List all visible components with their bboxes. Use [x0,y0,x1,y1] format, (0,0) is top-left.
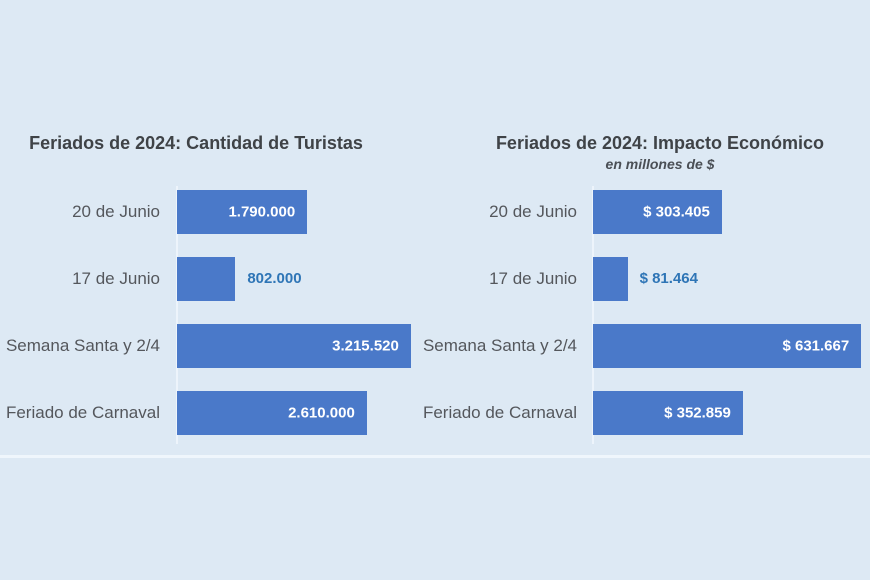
value-label: $ 352.859 [664,404,731,421]
bar-row: Semana Santa y 2/4 $ 631.667 [422,312,869,379]
category-label: Semana Santa y 2/4 [5,335,160,355]
value-label: 802.000 [247,270,302,287]
bar [177,256,236,301]
chart-header: Feriados de 2024: Impacto Económico en m… [450,132,870,173]
bar-row: 17 de Junio $ 81.464 [435,245,869,312]
bar-row: Feriado de Carnaval $ 352.859 [422,379,869,446]
bar-track: $ 631.667 [593,323,869,368]
bar: 3.215.520 [177,323,411,368]
bar: 2.610.000 [177,390,367,435]
category-label: 20 de Junio [72,201,160,221]
value-label: 1.790.000 [228,203,296,220]
bar: 1.790.000 [177,189,308,234]
value-label: $ 631.667 [782,337,850,354]
chart-subtitle: en millones de $ [605,156,715,172]
chart-cantidad-turistas: Feriados de 2024: Cantidad de Turistas 2… [0,132,435,454]
bar-row: Semana Santa y 2/4 3.215.520 [0,312,417,379]
bar-track: $ 81.464 [593,256,869,301]
bar-track: 2.610.000 [177,390,417,435]
bar-track: $ 352.859 [593,390,869,435]
value-label: 2.610.000 [288,404,355,421]
bar [593,256,628,301]
bar-row: 20 de Junio $ 303.405 [435,178,869,245]
divider-line [0,455,870,458]
y-axis-line [176,186,178,444]
bar-row: 20 de Junio 1.790.000 [0,178,417,245]
bar-track: 3.215.520 [177,323,417,368]
value-label: $ 303.405 [643,203,710,220]
bar: $ 352.859 [593,390,743,435]
chart-header: Feriados de 2024: Cantidad de Turistas [0,132,392,154]
bar-track: $ 303.405 [593,189,869,234]
value-label: 3.215.520 [332,337,399,354]
category-label: 17 de Junio [72,268,160,288]
y-axis-line [592,186,594,444]
bar: $ 303.405 [593,189,722,234]
category-label: 17 de Junio [489,268,577,288]
category-label: Feriado de Carnaval [5,402,160,422]
bar-track: 1.790.000 [177,189,417,234]
value-label: $ 81.464 [639,270,698,287]
bar-row: 17 de Junio 802.000 [0,245,417,312]
plot-area: 20 de Junio 1.790.000 17 de Junio 802.00… [0,178,417,446]
category-label: 20 de Junio [489,201,577,221]
bar-track: 802.000 [177,256,417,301]
chart-title: Feriados de 2024: Impacto Económico [495,133,825,153]
chart-title: Feriados de 2024: Cantidad de Turistas [29,133,363,153]
category-label: Semana Santa y 2/4 [422,335,577,355]
category-label: Feriado de Carnaval [422,402,577,422]
bar: $ 631.667 [593,323,862,368]
bar-row: Feriado de Carnaval 2.610.000 [0,379,417,446]
chart-impacto-economico: Feriados de 2024: Impacto Económico en m… [422,132,870,454]
plot-area: 20 de Junio $ 303.405 17 de Junio $ 81.4… [422,178,869,446]
